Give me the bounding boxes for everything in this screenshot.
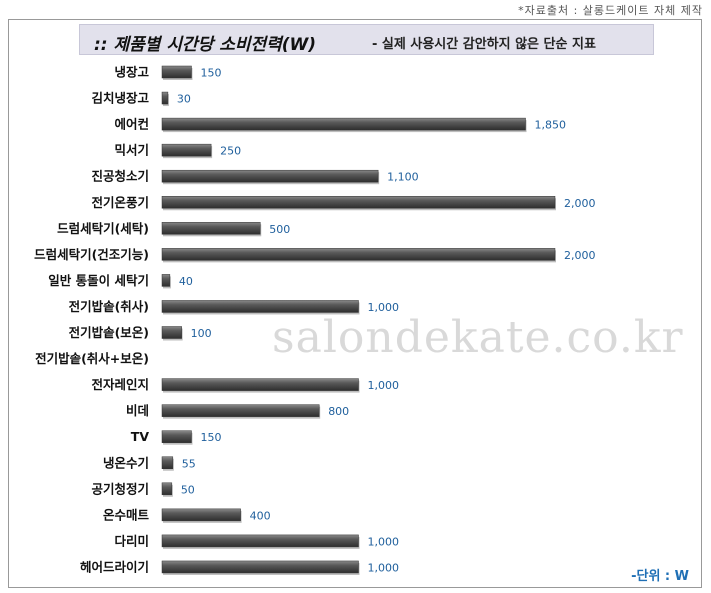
bar bbox=[162, 405, 319, 417]
bar bbox=[162, 561, 359, 573]
category-label: TV bbox=[131, 429, 150, 444]
bar bbox=[162, 66, 191, 78]
bar bbox=[162, 118, 526, 130]
category-label: 믹서기 bbox=[114, 143, 149, 158]
data-label: 30 bbox=[177, 93, 191, 106]
category-label: 에어컨 bbox=[114, 117, 149, 132]
bar bbox=[162, 274, 170, 286]
data-label: 800 bbox=[328, 405, 349, 418]
category-label: 전기밥솥(취사) bbox=[69, 299, 149, 314]
data-label: 150 bbox=[200, 67, 221, 80]
category-label: 비데 bbox=[126, 403, 149, 418]
data-label: 2,000 bbox=[564, 197, 596, 210]
bar bbox=[162, 222, 260, 234]
bar bbox=[162, 196, 555, 208]
data-label: 40 bbox=[179, 275, 193, 288]
bar bbox=[162, 92, 168, 104]
data-label: 500 bbox=[269, 223, 290, 236]
bar bbox=[162, 483, 172, 495]
category-label: 전기밥솥(보온) bbox=[69, 325, 149, 340]
data-label: 1,000 bbox=[368, 561, 400, 574]
data-label: 55 bbox=[182, 457, 196, 470]
bar bbox=[162, 170, 378, 182]
category-label: 다리미 bbox=[114, 533, 149, 548]
data-label: 100 bbox=[191, 327, 212, 340]
category-label: 전기밥솥(취사+보온) bbox=[35, 351, 149, 366]
bar bbox=[162, 248, 555, 260]
category-label: 김치냉장고 bbox=[91, 91, 149, 106]
data-label: 2,000 bbox=[564, 249, 596, 262]
bar bbox=[162, 509, 241, 521]
unit-label: -단위 : W bbox=[631, 565, 689, 584]
data-label: 250 bbox=[220, 145, 241, 158]
data-label: 1,850 bbox=[535, 119, 567, 132]
data-label: 1,000 bbox=[368, 379, 400, 392]
data-label: 1,000 bbox=[368, 301, 400, 314]
bar bbox=[162, 535, 359, 547]
category-label: 일반 통돌이 세탁기 bbox=[48, 273, 149, 288]
category-label: 전기온풍기 bbox=[91, 195, 149, 210]
category-label: 드럼세탁기(세탁) bbox=[57, 221, 149, 236]
bar bbox=[162, 327, 182, 339]
category-label: 온수매트 bbox=[103, 507, 150, 522]
data-label: 150 bbox=[200, 431, 221, 444]
bar bbox=[162, 431, 191, 443]
category-label: 드럼세탁기(건조기능) bbox=[34, 247, 149, 262]
bar bbox=[162, 457, 173, 469]
category-label: 냉장고 bbox=[114, 65, 149, 80]
bar bbox=[162, 144, 211, 156]
data-label: 50 bbox=[181, 483, 195, 496]
data-label: 1,000 bbox=[368, 535, 400, 548]
category-label: 전자레인지 bbox=[91, 377, 149, 392]
category-label: 냉온수기 bbox=[103, 455, 149, 470]
category-label: 진공청소기 bbox=[91, 169, 149, 184]
category-label: 공기청정기 bbox=[91, 481, 149, 496]
bar bbox=[162, 300, 359, 312]
data-label: 400 bbox=[250, 509, 271, 522]
category-label: 헤어드라이기 bbox=[80, 559, 149, 574]
data-label: 1,100 bbox=[387, 171, 419, 184]
bar bbox=[162, 379, 359, 391]
